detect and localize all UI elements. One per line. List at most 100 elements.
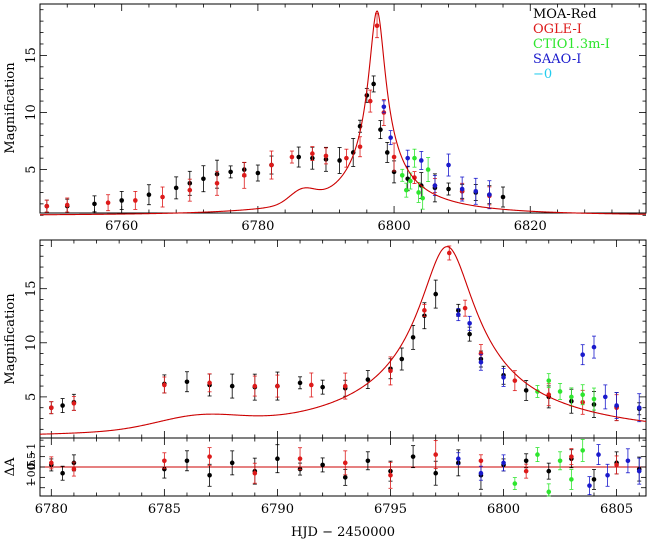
data-point	[252, 383, 258, 389]
data-point	[391, 154, 397, 160]
data-point	[446, 186, 451, 192]
data-point	[187, 187, 193, 193]
data-point	[596, 452, 601, 457]
data-point	[614, 403, 619, 408]
data-point	[201, 176, 206, 182]
data-point	[173, 185, 179, 191]
data-point	[478, 458, 484, 464]
data-point	[405, 155, 410, 161]
data-point	[119, 198, 125, 203]
data-point	[320, 384, 325, 390]
y-tick-label: 5	[24, 393, 39, 401]
data-point	[419, 158, 424, 163]
data-point	[367, 98, 373, 104]
data-point	[467, 321, 472, 326]
data-point	[408, 178, 413, 184]
data-point	[207, 472, 212, 478]
data-point	[636, 468, 642, 474]
x-tick-label: 6780	[241, 219, 274, 234]
data-point	[71, 466, 77, 472]
data-point	[478, 470, 484, 476]
data-point	[320, 462, 325, 468]
data-point	[344, 155, 349, 161]
data-point	[214, 181, 220, 186]
data-point	[371, 81, 376, 87]
data-point	[487, 192, 492, 198]
y-tick-label: 10	[24, 335, 39, 352]
data-point	[546, 468, 552, 474]
data-point	[478, 351, 484, 356]
data-point	[501, 375, 506, 380]
x-tick-label: 6820	[514, 219, 547, 234]
x-tick-label: 6795	[374, 502, 407, 517]
data-point	[342, 460, 348, 466]
residual-panel-ticks: 6780 6785 6790 6795 6800 6805 −10.50−0.51	[25, 438, 646, 517]
data-point	[425, 167, 431, 172]
data-point	[500, 194, 506, 200]
data-point	[60, 403, 65, 408]
residual-panel: 6780 6785 6790 6795 6800 6805 −10.50−0.51 ΔA H…	[3, 437, 647, 540]
data-point	[342, 475, 348, 480]
data-point	[378, 127, 383, 132]
data-point	[49, 405, 54, 411]
data-point	[342, 383, 348, 389]
data-point	[432, 183, 438, 188]
data-point	[546, 378, 552, 383]
top-panel-points	[44, 13, 506, 214]
data-point	[433, 291, 439, 297]
data-point	[512, 481, 518, 486]
top-panel: 6760 6780 6800 6820 5 10 15 Magnification MOA-…	[3, 3, 647, 234]
data-point	[92, 201, 97, 207]
data-point	[614, 462, 619, 468]
data-point	[310, 151, 315, 156]
y-tick-label: 5	[24, 165, 39, 173]
data-point	[605, 472, 610, 478]
data-point	[523, 388, 529, 393]
data-point	[569, 394, 574, 400]
data-point	[433, 452, 439, 457]
data-point	[591, 477, 597, 482]
data-point	[269, 162, 274, 168]
data-point	[365, 458, 371, 464]
middle-panel-frame	[39, 239, 647, 439]
data-point	[289, 154, 295, 160]
data-point	[296, 154, 302, 160]
data-point	[602, 394, 608, 400]
data-point	[297, 380, 303, 386]
x-axis-label: HJD − 2450000	[291, 525, 395, 540]
residual-panel-points	[49, 439, 642, 497]
data-point	[133, 198, 138, 203]
data-point	[523, 468, 529, 474]
data-point	[399, 173, 405, 178]
data-point	[625, 458, 631, 464]
data-point	[64, 202, 70, 208]
x-tick-label: 6780	[35, 502, 68, 517]
data-point	[512, 378, 518, 383]
data-point	[587, 483, 592, 488]
top-model-curve	[39, 10, 647, 216]
data-point	[275, 456, 280, 462]
x-tick-label: 6800	[487, 502, 520, 517]
middle-model-curve	[39, 246, 647, 435]
data-point	[523, 458, 529, 464]
y-tick-label: 15	[24, 47, 39, 64]
data-point	[207, 380, 212, 386]
x-tick-label: 6800	[378, 219, 411, 234]
data-point	[160, 194, 165, 200]
data-point	[229, 383, 235, 389]
top-panel-frame	[39, 3, 647, 214]
data-point	[478, 359, 484, 365]
top-panel-ticks: 6760 6780 6800 6820 5 10 15	[24, 4, 646, 234]
legend-entry: SAAO-I	[533, 52, 581, 67]
x-tick-label: 6805	[600, 502, 633, 517]
y-tick-label: 0.5	[25, 452, 38, 470]
data-point	[459, 186, 465, 192]
x-tick-label: 6790	[261, 502, 294, 517]
data-point	[49, 460, 54, 466]
data-point	[501, 460, 506, 466]
data-point	[105, 200, 111, 206]
data-point	[456, 456, 461, 462]
data-point	[412, 175, 417, 180]
data-point	[557, 458, 563, 464]
